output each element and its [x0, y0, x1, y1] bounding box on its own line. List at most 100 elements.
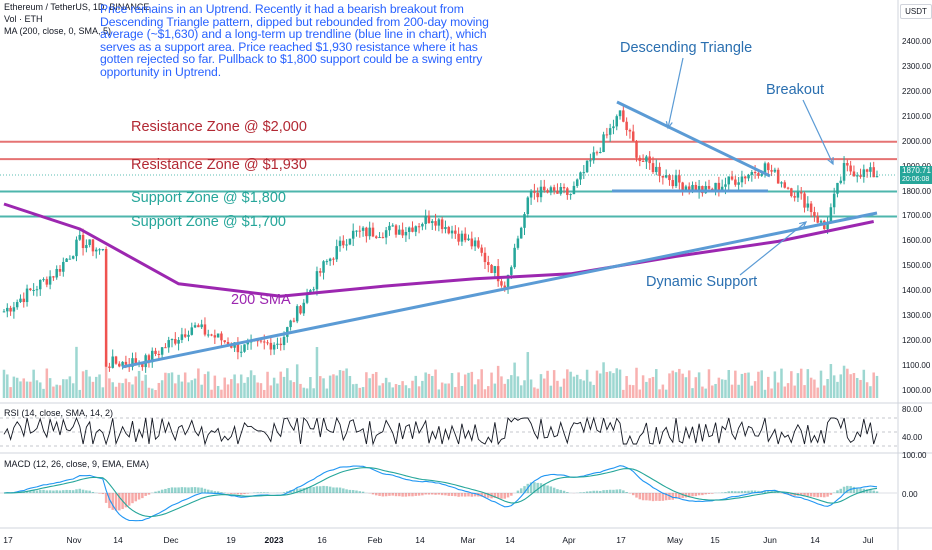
macd-hist-bar	[460, 493, 464, 497]
macd-legend[interactable]: MACD (12, 26, close, 9, EMA, EMA)	[4, 459, 150, 469]
macd-hist-bar	[589, 491, 592, 493]
candle-body	[88, 239, 91, 246]
candle-body	[200, 324, 203, 328]
volume-bar	[473, 384, 477, 398]
candle-body	[569, 194, 572, 196]
macd-hist-bar	[134, 493, 138, 502]
macd-hist-bar	[266, 492, 269, 493]
macd-hist-bar	[740, 490, 744, 493]
volume-legend[interactable]: Vol · ETH	[4, 14, 43, 24]
candle-body	[510, 267, 513, 275]
volume-bar	[793, 385, 796, 398]
macd-hist-bar	[608, 489, 612, 493]
macd-hist-bar	[391, 493, 394, 496]
macd-hist-bar	[394, 493, 398, 497]
macd-hist-bar	[177, 487, 180, 493]
volume-bar	[361, 387, 365, 398]
candle-body	[272, 344, 276, 350]
volume-bar	[177, 374, 180, 398]
volume-bar	[384, 377, 388, 398]
macd-hist-bar	[674, 493, 678, 499]
candle-body	[714, 182, 717, 191]
volume-bar	[836, 381, 839, 398]
ma-legend[interactable]: MA (200, close, 0, SMA, 5)	[4, 26, 112, 36]
candle-body	[29, 288, 32, 291]
volume-bar	[510, 375, 513, 398]
macd-hist-bar	[813, 493, 816, 497]
volume-bar	[839, 374, 843, 398]
dynamic-support-arrow-head	[799, 221, 808, 229]
macd-hist-bar	[407, 493, 411, 497]
volume-bar	[592, 384, 595, 398]
volume-bar	[862, 369, 866, 398]
candle-body	[559, 187, 562, 194]
candle-body	[91, 239, 95, 252]
candle-body	[150, 350, 154, 363]
macd-hist-bar	[312, 487, 315, 493]
candle-body	[358, 230, 362, 232]
macd-hist-bar	[691, 493, 694, 497]
candle-body	[187, 334, 190, 337]
candle-body	[2, 311, 6, 313]
candle-body	[668, 175, 671, 181]
volume-bar	[38, 382, 42, 398]
volume-bar	[401, 381, 404, 398]
volume-bar	[852, 373, 856, 398]
macd-hist-bar	[111, 493, 114, 510]
volume-bar	[424, 372, 427, 398]
macd-hist-bar	[351, 490, 355, 493]
candle-body	[65, 258, 68, 262]
volume-bar	[371, 373, 375, 398]
symbol-title[interactable]: Ethereum / TetherUS, 1D, BINANCE	[4, 2, 150, 12]
macd-hist-bar	[493, 493, 497, 498]
macd-hist-bar	[747, 490, 750, 493]
macd-hist-bar	[473, 493, 477, 497]
candle-body	[592, 152, 595, 161]
candle-body	[852, 171, 856, 177]
macd-hist-bar	[701, 493, 704, 496]
volume-bar	[500, 376, 503, 398]
volume-bar	[338, 370, 342, 398]
macd-hist-bar	[437, 493, 441, 495]
currency-selector[interactable]: USDT	[900, 4, 932, 19]
volume-bar	[2, 369, 6, 398]
volume-bar	[651, 376, 655, 398]
candle-body	[839, 180, 843, 183]
macd-hist-bar	[91, 491, 95, 493]
macd-hist-bar	[147, 493, 151, 495]
volume-bar	[763, 389, 767, 398]
candle-body	[490, 264, 493, 273]
macd-hist-bar	[427, 493, 431, 495]
volume-bar	[450, 373, 454, 398]
candle-body	[193, 325, 197, 328]
candle-body	[687, 186, 691, 191]
macd-hist-bar	[826, 493, 829, 497]
candle-body	[500, 281, 503, 286]
volume-bar	[236, 383, 240, 398]
price-tick-label: 2300.00	[902, 61, 931, 71]
volume-bar	[760, 370, 763, 398]
macd-hist-bar	[523, 486, 526, 493]
macd-hist-bar	[467, 493, 470, 497]
macd-hist-bar	[230, 493, 233, 494]
volume-bar	[737, 384, 740, 398]
candle-body	[582, 172, 586, 174]
volume-bar	[243, 382, 246, 398]
candle-body	[368, 227, 371, 237]
signal-line	[3, 467, 878, 518]
volume-bar	[704, 388, 707, 398]
macd-hist-bar	[500, 493, 503, 499]
volume-bar	[645, 381, 648, 398]
macd-hist-bar	[114, 493, 118, 511]
volume-bar	[595, 370, 599, 398]
macd-hist-bar	[668, 493, 671, 500]
volume-bar	[454, 387, 457, 398]
candle-body	[391, 225, 394, 227]
rsi-legend[interactable]: RSI (14, close, SMA, 14, 2)	[4, 408, 114, 418]
macd-hist-bar	[750, 490, 754, 493]
candle-body	[32, 290, 35, 292]
volume-bar	[753, 381, 757, 398]
volume-bar	[470, 371, 474, 398]
volume-bar	[289, 380, 292, 398]
